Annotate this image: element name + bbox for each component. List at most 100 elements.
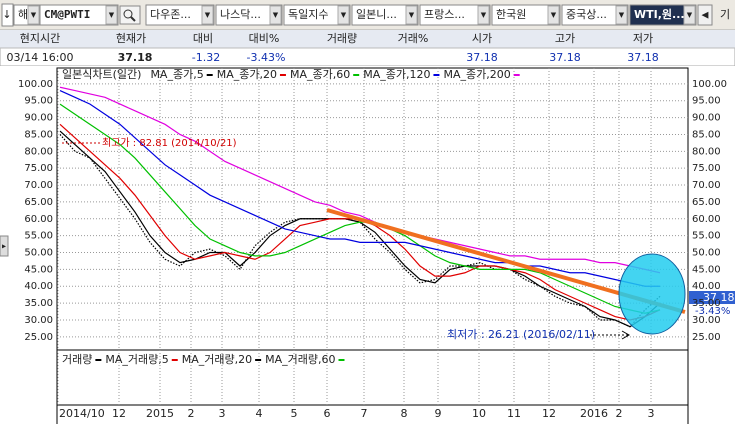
x-tick-label: 2014/10 — [59, 407, 105, 420]
x-tick-label: 8 — [401, 407, 408, 420]
toolbar-item[interactable]: CM@PWTI — [44, 8, 90, 21]
scroll-icon: ◀ — [702, 11, 709, 21]
toolbar-item[interactable]: 일본니... — [356, 7, 397, 21]
expand-icon: ▸ — [2, 242, 6, 251]
low-arrow-head — [621, 330, 631, 340]
x-tick-label: 9 — [435, 407, 442, 420]
dropdown[interactable] — [145, 4, 215, 26]
series-line — [59, 86, 661, 274]
x-tick-label: 2016 — [580, 407, 608, 420]
toolbar-item[interactable]: 다우존... — [150, 8, 191, 21]
y-tick-label: 25.00 — [692, 332, 721, 343]
quote-value: -1.32 — [192, 51, 220, 64]
quote-value: 03/14 16:00 — [7, 51, 74, 64]
dropdown[interactable] — [283, 4, 351, 26]
dropdown[interactable] — [39, 4, 119, 26]
y-tick-label: 55.00 — [692, 231, 721, 242]
dropdown[interactable] — [561, 4, 629, 26]
low-annotation: 최저가 : 26.21 (2016/02/11) — [447, 328, 595, 341]
dropdown[interactable] — [419, 4, 491, 26]
dropdown[interactable] — [351, 4, 419, 26]
quote-header: 고가 — [555, 32, 575, 45]
toolbar-item[interactable]: 해 — [18, 7, 28, 21]
x-tick-label: 11 — [507, 407, 521, 420]
expand-button[interactable] — [0, 235, 9, 257]
toolbar-item[interactable]: WTI,원... — [634, 7, 685, 21]
y-tick-label: 75.00 — [24, 163, 53, 174]
x-tick-label: 2 — [188, 407, 195, 420]
y-tick-label: 100.00 — [18, 79, 53, 90]
x-tick-label: 10 — [472, 407, 486, 420]
y-tick-label: 90.00 — [692, 113, 721, 124]
dropdown-arrow[interactable] — [405, 5, 418, 25]
volume-pane — [56, 349, 689, 406]
dropdown[interactable] — [491, 4, 561, 26]
y-tick-label: 90.00 — [24, 113, 53, 124]
dropdown[interactable] — [215, 4, 283, 26]
high-annotation: 최고가 : 82.81 (2014/10/21) — [102, 137, 237, 149]
search-button[interactable] — [119, 5, 141, 25]
y-tick-label: 25.00 — [24, 332, 53, 343]
series-line — [59, 90, 660, 287]
x-tick-label: 7 — [361, 407, 368, 420]
legend-label: MA_종가,20 — [217, 68, 277, 81]
toolbar-item[interactable]: 중국상... — [566, 8, 607, 21]
price-tag: 37.18 — [703, 291, 735, 304]
dropdown-arrow[interactable] — [201, 5, 214, 25]
quote-header: 대비 — [193, 32, 213, 45]
scroll-button[interactable] — [697, 4, 713, 26]
dropdown-arrow[interactable] — [337, 5, 350, 25]
dropdown-arrow-icon: ▼ — [273, 11, 279, 19]
dropdown-arrow-icon: ▼ — [205, 11, 211, 19]
toolbar-item[interactable]: 나스닥... — [220, 8, 261, 21]
dropdown-arrow[interactable] — [269, 5, 282, 25]
down-icon: ↓ — [2, 8, 11, 21]
quote-header: 거래% — [398, 32, 429, 45]
toolbar-item[interactable]: 프랑스... — [424, 8, 465, 21]
y-tick-label: 30.00 — [692, 315, 721, 326]
toolbar-item[interactable]: 독일지수 — [288, 7, 328, 21]
dropdown-arrow[interactable] — [27, 5, 40, 25]
y-tick-label: 55.00 — [24, 231, 53, 242]
dropdown-arrow-icon: ▼ — [619, 11, 625, 19]
change-tag: -3.43% — [695, 306, 730, 317]
y-tick-label: 65.00 — [692, 197, 721, 208]
volume-legend-label: MA_거래량,20 — [182, 353, 252, 366]
y-tick-label: 45.00 — [24, 264, 53, 275]
quote-header: 현재가 — [116, 32, 146, 45]
x-tick-label: 12 — [112, 407, 126, 420]
y-tick-label: 50.00 — [692, 248, 721, 259]
toolbar-item[interactable]: 한국원 — [496, 8, 526, 21]
dropdown[interactable] — [629, 4, 697, 26]
series-line — [59, 134, 661, 328]
y-tick-label: 70.00 — [692, 180, 721, 191]
y-tick-label: 80.00 — [692, 146, 721, 157]
x-tick-label: 3 — [219, 407, 226, 420]
highlight-circle — [618, 253, 686, 335]
legend-label: MA_종가,60 — [290, 68, 350, 81]
y-tick-label: 50.00 — [24, 248, 53, 259]
dropdown-arrow[interactable] — [615, 5, 628, 25]
toolbar-item[interactable]: 기 — [720, 8, 730, 21]
y-tick-label: 60.00 — [692, 214, 721, 225]
legend-label: 일본식차트(일간) — [62, 67, 141, 81]
down-button[interactable] — [1, 3, 14, 27]
quote-header-bg — [0, 30, 735, 48]
y-tick-label: 65.00 — [24, 197, 53, 208]
legend-label: MA_종가,120 — [363, 68, 430, 81]
y-tick-label: 85.00 — [692, 129, 721, 140]
y-tick-label: 35.00 — [692, 298, 721, 309]
dropdown-arrow-icon: ▼ — [551, 11, 557, 19]
y-tick-label: 95.00 — [24, 96, 53, 107]
dropdown-arrow[interactable] — [547, 5, 560, 25]
quote-value: 37.18 — [118, 51, 153, 64]
dropdown-arrow[interactable] — [683, 5, 696, 25]
y-tick-label: 40.00 — [24, 281, 53, 292]
search-icon — [130, 16, 136, 22]
dropdown-arrow[interactable] — [477, 5, 490, 25]
dropdown-arrow[interactable] — [105, 5, 118, 25]
dropdown-arrow-icon: ▼ — [481, 11, 487, 19]
x-tick-label: 2015 — [146, 407, 174, 420]
